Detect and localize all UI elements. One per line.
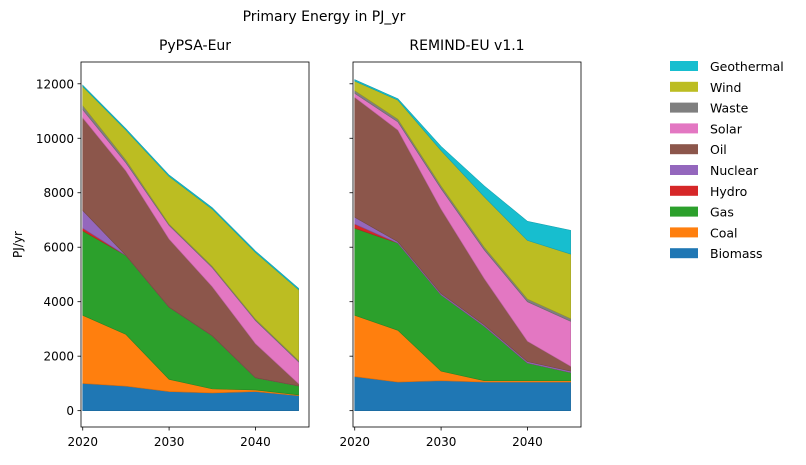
legend-item-geothermal: Geothermal <box>670 59 784 74</box>
x-tick-label: 2020 <box>339 435 370 449</box>
subplot-title: REMIND-EU v1.1 <box>409 38 524 54</box>
x-tick-label: 2030 <box>154 435 185 449</box>
legend-label: Gas <box>710 205 734 220</box>
legend-label: Biomass <box>710 246 763 261</box>
legend-swatch <box>670 81 698 92</box>
y-tick-label: 10000 <box>36 132 74 146</box>
axes-frame <box>352 61 582 428</box>
legend-label: Geothermal <box>710 59 784 74</box>
x-tick-label: 2020 <box>67 435 98 449</box>
x-tick-label: 2040 <box>240 435 271 449</box>
y-tick-label: 6000 <box>43 241 74 255</box>
legend-swatch <box>670 206 698 217</box>
legend-label: Hydro <box>710 184 747 199</box>
axes-layer: 0 2000 4000 6000 8000 10000 12000 2020 2030 2040 P… <box>11 38 582 449</box>
legend-label: Solar <box>710 121 743 136</box>
subplot-2: 2020 2030 2040 REMIND-EU v1.1 <box>339 38 582 449</box>
y-tick-label: 8000 <box>43 186 74 200</box>
legend-swatch <box>670 144 698 155</box>
subplot-1: 0 2000 4000 6000 8000 10000 12000 2020 2030 2040 P… <box>11 38 310 449</box>
legend-item-nuclear: Nuclear <box>670 163 759 178</box>
legend-swatch <box>670 61 698 71</box>
legend-swatch <box>670 227 698 238</box>
legend-label: Wind <box>710 80 741 95</box>
y-tick-label: 4000 <box>43 295 74 309</box>
legend-item-biomass: Biomass <box>670 246 763 261</box>
x-tick-label: 2040 <box>512 435 543 449</box>
legend-item-gas: Gas <box>670 205 734 220</box>
legend: Geothermal Wind Waste Solar Oil Nuclear Hydro G… <box>670 59 784 261</box>
subplot-title: PyPSA-Eur <box>159 38 231 54</box>
legend-label: Coal <box>710 225 738 240</box>
legend-item-wind: Wind <box>670 80 741 95</box>
legend-label: Oil <box>710 142 727 157</box>
axes-frame <box>80 61 310 428</box>
legend-swatch <box>670 185 698 196</box>
x-tick-label: 2030 <box>426 435 457 449</box>
legend-swatch <box>670 123 698 134</box>
legend-item-waste: Waste <box>670 101 749 116</box>
legend-item-solar: Solar <box>670 121 743 136</box>
legend-swatch <box>670 165 698 175</box>
legend-item-oil: Oil <box>670 142 727 157</box>
y-axis-label: PJ/yr <box>11 231 25 258</box>
legend-label: Nuclear <box>710 163 759 178</box>
area-geothermal <box>82 84 299 291</box>
y-tick-label: 0 <box>66 404 74 418</box>
y-tick-label: 12000 <box>36 77 74 91</box>
legend-item-hydro: Hydro <box>670 184 747 199</box>
area-geothermal <box>354 79 571 255</box>
legend-swatch <box>670 102 698 113</box>
y-tick-label: 2000 <box>43 350 74 364</box>
figure-title: Primary Energy in PJ_yr <box>243 9 406 25</box>
legend-item-coal: Coal <box>670 225 738 240</box>
legend-swatch <box>670 248 698 259</box>
legend-label: Waste <box>710 101 749 116</box>
